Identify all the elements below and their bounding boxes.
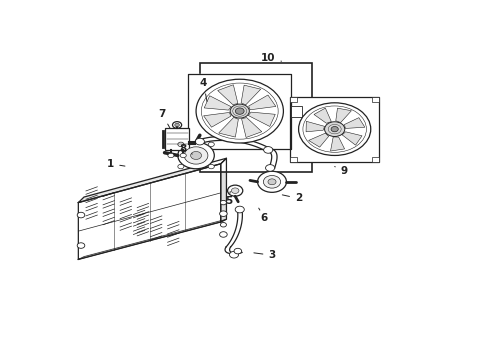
Circle shape	[268, 179, 276, 185]
Text: 9: 9	[335, 166, 348, 176]
Circle shape	[263, 175, 281, 188]
Circle shape	[324, 122, 345, 136]
Circle shape	[264, 147, 273, 153]
Polygon shape	[204, 112, 231, 127]
Bar	[200, 63, 312, 172]
Bar	[165, 128, 190, 150]
Bar	[291, 105, 302, 117]
Circle shape	[220, 222, 226, 227]
Polygon shape	[336, 108, 351, 122]
Circle shape	[172, 122, 182, 128]
Polygon shape	[248, 112, 275, 126]
Polygon shape	[78, 219, 226, 260]
Polygon shape	[218, 85, 238, 105]
Bar	[290, 157, 297, 162]
Text: 8: 8	[179, 144, 192, 154]
Circle shape	[234, 248, 242, 254]
Polygon shape	[344, 118, 365, 129]
Circle shape	[227, 185, 243, 196]
Polygon shape	[219, 117, 238, 137]
Circle shape	[77, 212, 85, 218]
Circle shape	[180, 153, 186, 158]
Text: 4: 4	[200, 78, 207, 102]
Polygon shape	[306, 121, 324, 132]
Text: 10: 10	[261, 53, 281, 63]
Polygon shape	[309, 133, 329, 147]
Text: 5: 5	[225, 192, 232, 206]
Circle shape	[208, 142, 214, 147]
Circle shape	[231, 188, 239, 193]
Circle shape	[184, 147, 208, 164]
Circle shape	[196, 79, 283, 143]
Polygon shape	[204, 96, 231, 110]
Circle shape	[258, 171, 287, 192]
Circle shape	[191, 152, 201, 159]
Polygon shape	[342, 132, 362, 145]
Circle shape	[208, 165, 214, 169]
Circle shape	[331, 126, 338, 132]
Polygon shape	[78, 164, 221, 260]
Circle shape	[220, 211, 227, 216]
Circle shape	[196, 138, 204, 145]
Circle shape	[175, 123, 179, 127]
Text: 7: 7	[158, 109, 170, 128]
Bar	[290, 97, 297, 102]
Circle shape	[168, 153, 174, 158]
Circle shape	[178, 142, 214, 169]
Text: 3: 3	[254, 250, 276, 260]
Polygon shape	[241, 85, 261, 105]
Polygon shape	[331, 137, 344, 151]
Circle shape	[298, 103, 371, 156]
Polygon shape	[220, 158, 226, 222]
Polygon shape	[249, 95, 276, 110]
Circle shape	[266, 165, 275, 171]
Circle shape	[220, 201, 226, 205]
Polygon shape	[78, 158, 226, 203]
Bar	[290, 97, 379, 162]
Circle shape	[220, 232, 227, 237]
Text: 6: 6	[259, 208, 268, 223]
Circle shape	[178, 165, 184, 169]
Bar	[372, 97, 379, 102]
Circle shape	[77, 243, 85, 248]
Circle shape	[230, 104, 249, 118]
Circle shape	[229, 251, 239, 258]
Polygon shape	[242, 118, 262, 138]
Text: 1: 1	[107, 159, 125, 169]
Polygon shape	[314, 108, 331, 123]
Circle shape	[235, 206, 245, 213]
Circle shape	[178, 142, 184, 147]
Text: 2: 2	[282, 193, 302, 203]
Circle shape	[235, 108, 244, 114]
Polygon shape	[189, 74, 291, 149]
Bar	[372, 157, 379, 162]
